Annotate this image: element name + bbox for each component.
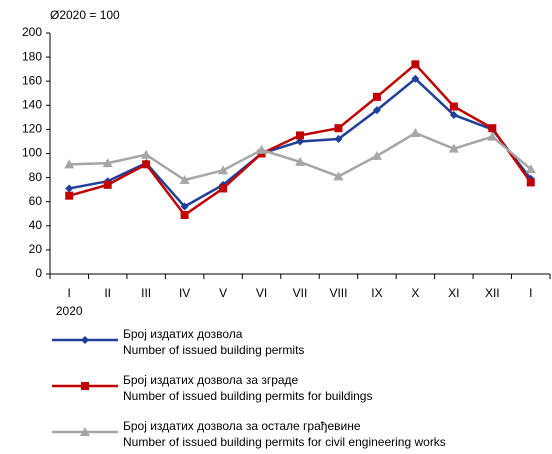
y-tick-label: 140 — [22, 97, 42, 111]
legend-label-en: Number of issued building permits for ci… — [123, 435, 446, 449]
data-point — [334, 135, 343, 144]
legend-label: Број издатих дозвола за остале грађевине — [123, 419, 361, 433]
chart-subtitle: Ø2020 = 100 — [50, 8, 120, 22]
x-tick-label: VI — [256, 286, 267, 300]
data-point — [372, 92, 381, 101]
data-point — [488, 124, 497, 133]
data-point — [256, 144, 267, 154]
x-tick-label: VIII — [329, 286, 347, 300]
data-point — [142, 160, 151, 169]
x-tick-label: III — [141, 286, 151, 300]
data-point — [371, 150, 382, 160]
x-tick-label: I — [68, 286, 71, 300]
data-point — [526, 178, 535, 187]
legend-label: Број издатих дозвола за зграде — [123, 373, 299, 387]
legend-marker — [80, 427, 90, 436]
y-tick-label: 160 — [22, 73, 42, 87]
y-tick-label: 100 — [22, 146, 42, 160]
data-point — [296, 137, 304, 146]
y-tick-label: 120 — [22, 122, 42, 136]
data-point — [411, 60, 420, 69]
data-point — [334, 124, 343, 133]
y-tick-label: 180 — [22, 49, 42, 63]
data-point — [411, 74, 420, 83]
data-point — [141, 149, 152, 159]
data-point — [180, 210, 189, 219]
data-point — [180, 202, 189, 211]
year-label: 2020 — [56, 304, 83, 318]
data-point — [218, 165, 229, 175]
data-point — [219, 184, 228, 193]
legend-label: Број издатих дозвола — [123, 327, 243, 341]
data-point — [449, 110, 458, 119]
x-tick-label: VII — [293, 286, 308, 300]
x-tick-label: XI — [448, 286, 459, 300]
legend-marker — [81, 382, 89, 390]
x-tick-label: V — [219, 286, 227, 300]
data-point — [448, 143, 459, 153]
y-tick-label: 40 — [29, 218, 43, 232]
x-tick-label: IV — [179, 286, 190, 300]
data-point — [333, 171, 344, 181]
data-point — [65, 191, 74, 200]
x-tick-label: IX — [371, 286, 382, 300]
x-tick-label: XII — [485, 286, 500, 300]
y-tick-label: 20 — [29, 242, 43, 256]
data-point — [179, 175, 190, 185]
x-tick-label: I — [529, 286, 532, 300]
data-point — [65, 184, 74, 193]
y-tick-label: 60 — [29, 194, 43, 208]
data-point — [103, 180, 112, 189]
x-tick-label: II — [104, 286, 111, 300]
legend-marker — [81, 336, 89, 344]
data-point — [296, 131, 304, 140]
data-point — [295, 156, 305, 166]
legend-label-en: Number of issued building permits — [123, 343, 304, 357]
x-tick-label: X — [411, 286, 419, 300]
y-tick-label: 0 — [35, 266, 42, 280]
data-point — [449, 102, 458, 111]
data-point — [372, 106, 381, 115]
data-point — [525, 164, 536, 174]
y-tick-label: 200 — [22, 25, 42, 39]
data-point — [64, 159, 75, 169]
legend-label-en: Number of issued building permits for bu… — [123, 389, 372, 403]
data-point — [102, 158, 113, 168]
data-point — [487, 131, 498, 141]
data-point — [410, 128, 421, 138]
y-tick-label: 80 — [29, 170, 43, 184]
